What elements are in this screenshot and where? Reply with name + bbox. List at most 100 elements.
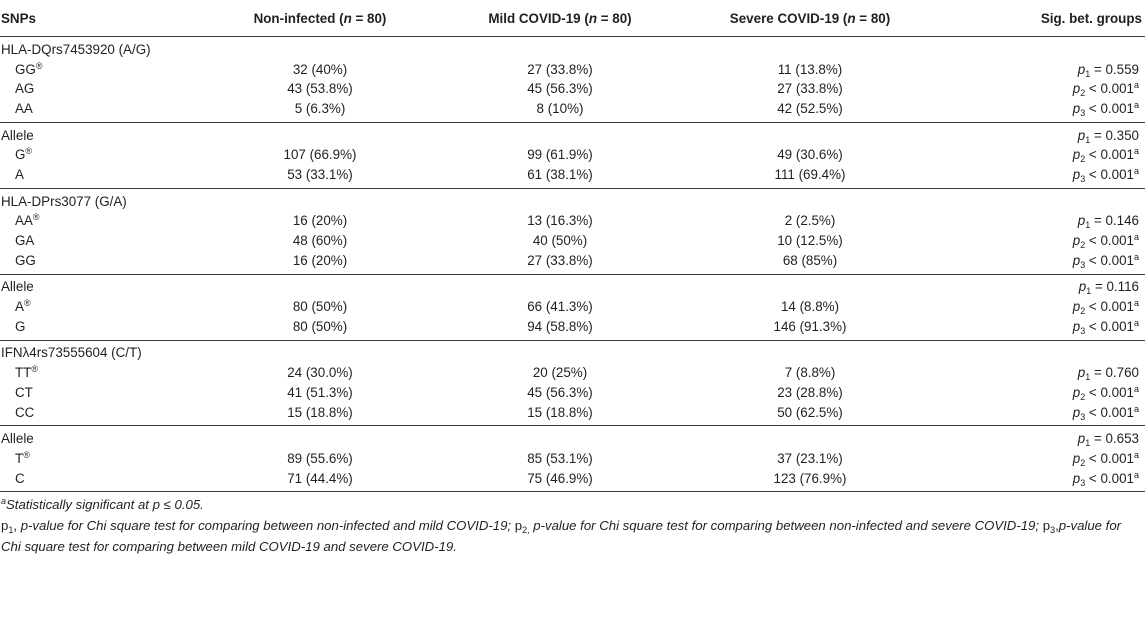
table-row: G® 107 (66.9%) 99 (61.9%) 49 (30.6%) p2 < 0.… [0, 145, 1145, 165]
table-row: AA 5 (6.3%) 8 (10%) 42 (52.5%) p3 < 0.001a [0, 99, 1145, 123]
empty-cell [205, 426, 435, 449]
table-row: T® 89 (55.6%) 85 (53.1%) 37 (23.1%) p2 < 0.0… [0, 449, 1145, 469]
severe-value: 123 (76.9%) [685, 468, 935, 493]
section-row: HLA-DPrs3077 (G/A) [0, 188, 1145, 211]
non-infected-value: 48 (60%) [292, 233, 348, 249]
empty-cell [435, 274, 685, 297]
header-sig: Sig. bet. groups [935, 0, 1145, 37]
non-infected-value: 107 (66.9%) [283, 147, 357, 163]
severe-value: 146 (91.3%) [685, 316, 935, 341]
genotype-label: GG [0, 250, 205, 275]
non-infected-value: 53 (33.1%) [205, 165, 435, 189]
mild-value: 75 (46.9%) [435, 468, 685, 493]
reference-mark-icon: ® [23, 449, 30, 460]
p-value-cell: p1 = 0.116 [1078, 279, 1139, 297]
non-infected-value: 24 (30.0%) [287, 365, 353, 381]
non-infected-value: 41 (51.3%) [287, 384, 353, 400]
genotype-label: G [0, 316, 205, 341]
mild-value: 94 (58.8%) [435, 316, 685, 341]
empty-cell [205, 37, 435, 60]
header-row: SNPs Non-infected (n = 80) Mild COVID-19… [0, 0, 1145, 37]
reference-mark-icon: ® [35, 60, 43, 71]
section-title: Allele [1, 279, 34, 295]
section-row: HLA-DQrs7453920 (A/G) [0, 37, 1145, 60]
mild-value: 66 (41.3%) [527, 299, 593, 315]
mild-value: 40 (50%) [532, 233, 588, 249]
genotype-label: AA [0, 99, 205, 123]
p-value-cell: p3 < 0.001a [935, 316, 1145, 341]
mild-value: 45 (56.3%) [527, 81, 593, 97]
section-title: HLA-DQrs7453920 (A/G) [1, 41, 151, 57]
non-infected-value: 80 (50%) [292, 299, 348, 315]
reference-mark-icon: ® [23, 298, 31, 309]
genotype-label: A® [15, 298, 31, 315]
significance-note: aStatistically significant at p ≤ 0.05. [1, 496, 204, 513]
empty-cell [435, 122, 685, 145]
severe-value: 11 (13.8%) [777, 61, 843, 77]
mild-value: 27 (33.8%) [435, 250, 685, 275]
header-non-infected: Non-infected (n = 80) [205, 0, 435, 37]
table-row: AG 43 (53.8%) 45 (56.3%) 27 (33.8%) p2 < 0.0… [0, 79, 1145, 99]
p-value-cell: p3 < 0.001a [935, 250, 1145, 275]
genotype-label: AA® [15, 212, 40, 229]
severe-value: 37 (23.1%) [777, 450, 843, 466]
non-infected-value: 71 (44.4%) [205, 468, 435, 493]
empty-cell [205, 122, 435, 145]
non-infected-value: 16 (20%) [292, 213, 348, 229]
severe-value: 2 (2.5%) [784, 213, 836, 229]
non-infected-value: 89 (55.6%) [287, 450, 353, 466]
genotype-label: T® [15, 449, 30, 466]
severe-value: 111 (69.4%) [685, 165, 935, 189]
severe-value: 7 (8.8%) [784, 365, 836, 381]
table-row: GG 16 (20%) 27 (33.8%) 68 (85%) p3 < 0.001a [0, 250, 1145, 275]
empty-cell [685, 37, 935, 60]
p-value-cell: p3 < 0.001a [935, 99, 1145, 123]
table-row: GA 48 (60%) 40 (50%) 10 (12.5%) p2 < 0.001a [0, 231, 1145, 251]
mild-value: 45 (56.3%) [527, 384, 593, 400]
mild-value: 13 (16.3%) [527, 213, 593, 229]
p-value-cell: p2 < 0.001a [1072, 449, 1139, 468]
empty-cell [205, 274, 435, 297]
severe-value: 27 (33.8%) [777, 81, 843, 97]
section-title: Allele [1, 127, 34, 143]
section-title: IFNλ4rs73555604 (C/T) [1, 345, 142, 361]
table-row: G 80 (50%) 94 (58.8%) 146 (91.3%) p3 < 0.001… [0, 316, 1145, 341]
severe-value: 23 (28.8%) [777, 384, 843, 400]
empty-cell [435, 188, 685, 211]
empty-cell [685, 122, 935, 145]
mild-value: 85 (53.1%) [527, 450, 593, 466]
p-value-cell: p2 < 0.001a [1072, 80, 1139, 99]
p-value-cell: p3 < 0.001a [935, 165, 1145, 189]
p-value-cell: p2 < 0.001a [1072, 383, 1139, 402]
genotype-label: AG [15, 81, 35, 97]
p-value-cell: p2 < 0.001a [1072, 146, 1139, 165]
reference-mark-icon: ® [31, 364, 38, 375]
table-row: CT 41 (51.3%) 45 (56.3%) 23 (28.8%) p2 < 0.0… [0, 383, 1145, 403]
empty-cell [435, 37, 685, 60]
section-row: Allele p1 = 0.653 [0, 426, 1145, 449]
severe-value: 68 (85%) [685, 250, 935, 275]
non-infected-value: 43 (53.8%) [287, 81, 353, 97]
non-infected-value: 16 (20%) [205, 250, 435, 275]
empty-cell [935, 37, 1145, 60]
empty-cell [685, 188, 935, 211]
non-infected-value: 32 (40%) [292, 61, 348, 77]
mild-value: 27 (33.8%) [527, 61, 593, 77]
genotype-label: A [0, 165, 205, 189]
header-snps: SNPs [0, 0, 205, 37]
table-body: HLA-DQrs7453920 (A/G) GG ® 32 (40%) 27 (33.8… [0, 37, 1145, 493]
genotype-label: CT [15, 384, 33, 400]
mild-value: 99 (61.9%) [527, 147, 593, 163]
table-row: TT® 24 (30.0%) 20 (25%) 7 (8.8%) p1 = 0.760 [0, 363, 1145, 383]
table-row: GG® 32 (40%) 27 (33.8%) 11 (13.8%) p1 = 0.55… [0, 60, 1145, 80]
empty-cell [685, 340, 935, 363]
genotype-label: C [0, 468, 205, 493]
mild-value: 61 (38.1%) [435, 165, 685, 189]
severe-value: 14 (8.8%) [780, 299, 840, 315]
mild-value: 15 (18.8%) [435, 402, 685, 427]
reference-mark-icon: ® [32, 212, 40, 223]
non-infected-value: 80 (50%) [205, 316, 435, 341]
empty-cell [685, 426, 935, 449]
header-severe: Severe COVID-19 (n = 80) [685, 0, 935, 37]
p-value-cell: p1 = 0.760 [1077, 365, 1139, 383]
